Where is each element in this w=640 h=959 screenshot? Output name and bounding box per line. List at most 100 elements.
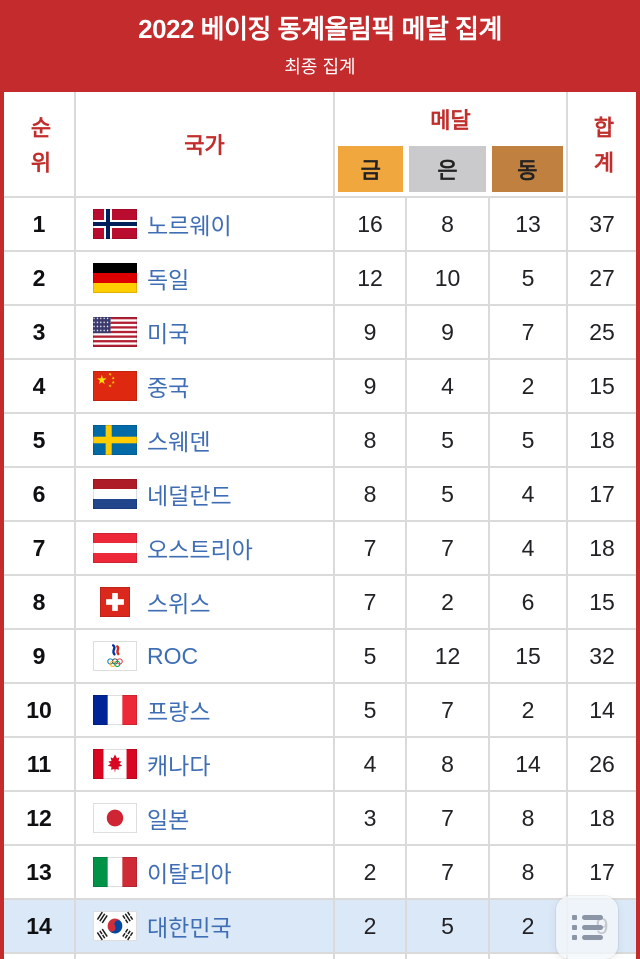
page-header: 2022 베이징 동계올림픽 메달 집계 최종 집계 xyxy=(0,0,640,92)
norway-flag-icon xyxy=(92,209,138,239)
country-cell: 오스트리아 xyxy=(76,522,335,574)
country-link[interactable]: 미국 xyxy=(147,321,190,347)
table-row: 6 네덜란드 8 5 4 17 xyxy=(4,466,636,520)
china-flag-icon xyxy=(92,371,138,401)
medal-subheaders: 금 은 동 xyxy=(335,146,566,196)
rank-cell: 8 xyxy=(4,576,76,628)
country-link[interactable]: 노르웨이 xyxy=(147,213,232,239)
gold-count-cell: 9 xyxy=(335,360,407,412)
list-view-button[interactable] xyxy=(556,896,618,959)
table-row: 1 노르웨이 16 8 13 37 xyxy=(4,196,636,250)
netherlands-flag-icon xyxy=(92,479,138,509)
country-link[interactable]: 일본 xyxy=(147,807,190,833)
medal-table: 순위 국가 메달 금 은 동 합계 1 노르웨이 xyxy=(0,92,640,959)
sweden-flag-icon xyxy=(92,425,138,455)
gold-count-cell: 3 xyxy=(335,792,407,844)
gold-count-cell: 7 xyxy=(335,576,407,628)
rank-cell: 11 xyxy=(4,738,76,790)
bronze-count-cell: 8 xyxy=(490,846,568,898)
silver-count-cell: 10 xyxy=(407,252,490,304)
silver-subheader: 은 xyxy=(409,146,486,192)
medal-table-body: 1 노르웨이 16 8 13 37 2 독일 12 10 5 27 3 xyxy=(4,196,636,952)
table-row: 12 일본 3 7 8 18 xyxy=(4,790,636,844)
rank-cell: 10 xyxy=(4,684,76,736)
table-row: 3 미국 9 9 7 25 xyxy=(4,304,636,358)
rank-cell: 9 xyxy=(4,630,76,682)
country-link[interactable]: 스웨덴 xyxy=(147,429,211,455)
table-row: 10 프랑스 5 7 2 14 xyxy=(4,682,636,736)
country-cell: 스웨덴 xyxy=(76,414,335,466)
gold-count-cell: 8 xyxy=(335,414,407,466)
rank-cell: 1 xyxy=(4,198,76,250)
country-link[interactable]: 중국 xyxy=(147,375,190,401)
silver-count-cell: 9 xyxy=(407,306,490,358)
gold-count-cell: 5 xyxy=(335,630,407,682)
roc-flag-icon xyxy=(92,641,138,671)
gold-count-cell: 7 xyxy=(335,522,407,574)
country-cell: 네덜란드 xyxy=(76,468,335,520)
bronze-count-cell: 14 xyxy=(490,738,568,790)
rank-cell: 5 xyxy=(4,414,76,466)
gold-count-cell: 9 xyxy=(335,306,407,358)
bronze-count-cell: 4 xyxy=(490,522,568,574)
total-count-cell: 32 xyxy=(589,642,615,669)
medal-group-label: 메달 xyxy=(430,108,471,133)
country-column-header: 국가 xyxy=(76,92,335,196)
bronze-count-cell: 6 xyxy=(490,576,568,628)
silver-count-cell: 8 xyxy=(407,738,490,790)
country-link[interactable]: 프랑스 xyxy=(147,699,211,725)
italy-flag-icon xyxy=(92,857,138,887)
country-link[interactable]: 독일 xyxy=(147,267,190,293)
country-link[interactable]: 대한민국 xyxy=(147,915,232,941)
total-column-header: 합계 xyxy=(568,92,636,196)
bronze-count-cell: 4 xyxy=(490,468,568,520)
total-count-cell: 27 xyxy=(589,264,615,291)
table-row: 9 ROC 5 12 15 32 xyxy=(4,628,636,682)
country-cell: 미국 xyxy=(76,306,335,358)
medal-column-group-header: 메달 금 은 동 xyxy=(335,92,568,196)
page-title: 2022 베이징 동계올림픽 메달 집계 xyxy=(138,14,502,44)
page-subtitle: 최종 집계 xyxy=(284,57,356,78)
total-count-cell: 17 xyxy=(589,480,615,507)
silver-count-cell: 8 xyxy=(407,198,490,250)
total-count-cell: 17 xyxy=(589,858,615,885)
table-row: 14 xyxy=(4,898,636,952)
country-cell: 노르웨이 xyxy=(76,198,335,250)
rank-cell: 14 xyxy=(4,900,76,952)
country-cell: 프랑스 xyxy=(76,684,335,736)
total-header-label: 합계 xyxy=(590,115,615,186)
total-count-cell: 37 xyxy=(589,210,615,237)
silver-count-cell: 2 xyxy=(407,576,490,628)
country-link[interactable]: 이탈리아 xyxy=(147,861,232,887)
country-link[interactable]: 스위스 xyxy=(147,591,211,617)
total-count-cell: 14 xyxy=(589,696,615,723)
bronze-subheader: 동 xyxy=(491,146,563,192)
rank-cell: 4 xyxy=(4,360,76,412)
country-link[interactable]: 네덜란드 xyxy=(147,483,232,509)
table-row: 5 스웨덴 8 5 5 18 xyxy=(4,412,636,466)
south-korea-flag-icon xyxy=(92,911,138,941)
country-cell: 일본 xyxy=(76,792,335,844)
country-cell: 이탈리아 xyxy=(76,846,335,898)
table-row: 13 이탈리아 2 7 8 17 xyxy=(4,844,636,898)
gold-count-cell: 5 xyxy=(335,684,407,736)
japan-flag-icon xyxy=(92,803,138,833)
bronze-count-cell: 2 xyxy=(490,684,568,736)
rank-cell: 13 xyxy=(4,846,76,898)
table-header: 순위 국가 메달 금 은 동 합계 xyxy=(4,92,636,196)
rank-column-header: 순위 xyxy=(4,92,76,196)
bronze-count-cell: 7 xyxy=(490,306,568,358)
rank-cell: 3 xyxy=(4,306,76,358)
country-link[interactable]: 캐나다 xyxy=(147,753,211,779)
country-link[interactable]: ROC xyxy=(147,642,199,669)
gold-count-cell: 12 xyxy=(335,252,407,304)
silver-count-cell: 7 xyxy=(407,684,490,736)
total-count-cell: 15 xyxy=(589,588,615,615)
partial-row xyxy=(4,952,636,959)
usa-flag-icon xyxy=(92,317,138,347)
total-count-cell: 18 xyxy=(589,534,615,561)
table-row: 7 오스트리아 7 7 4 18 xyxy=(4,520,636,574)
total-count-cell: 18 xyxy=(589,804,615,831)
country-link[interactable]: 오스트리아 xyxy=(147,537,253,563)
list-icon xyxy=(571,915,603,940)
